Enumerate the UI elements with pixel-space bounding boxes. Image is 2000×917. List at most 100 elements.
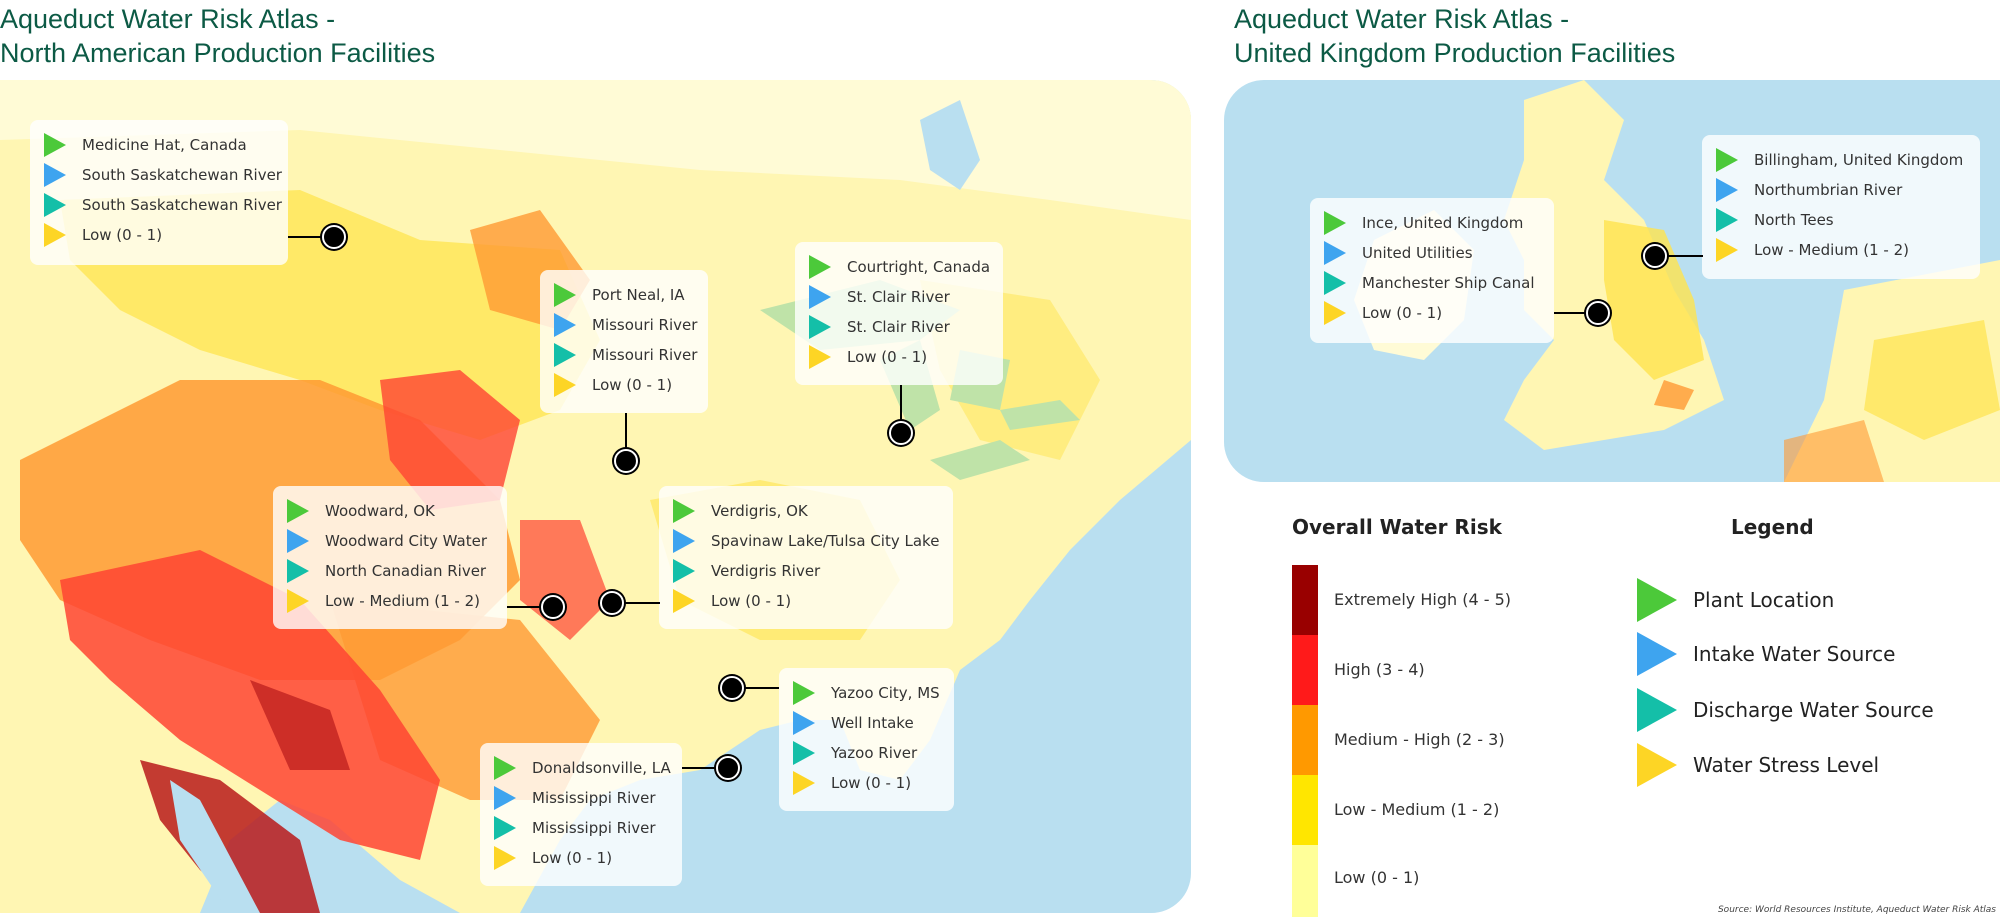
facility-pin-woodward[interactable] — [541, 595, 565, 619]
plant-location-icon — [1324, 211, 1346, 235]
discharge-row: Manchester Ship Canal — [1324, 268, 1540, 298]
discharge-water-icon — [494, 816, 516, 840]
intake-water-icon — [494, 786, 516, 810]
discharge-source: Verdigris River — [711, 562, 821, 580]
discharge-row: South Saskatchewan River — [44, 190, 282, 220]
facility-pin-medicine-hat[interactable] — [322, 225, 346, 249]
plant-location-icon — [44, 133, 66, 157]
plant-name: Woodward, OK — [325, 502, 435, 520]
legend-label-intake: Intake Water Source — [1693, 642, 1896, 666]
connector-line — [682, 767, 718, 769]
intake-water-icon — [793, 711, 815, 735]
legend-item-discharge: Discharge Water Source — [1637, 688, 1934, 732]
plant-name: Courtright, Canada — [847, 258, 991, 276]
discharge-row: St. Clair River — [809, 312, 989, 342]
plant-row: Courtright, Canada — [809, 252, 991, 282]
discharge-water-icon — [673, 559, 695, 583]
facility-card-courtright: Courtright, Canada St. Clair River St. C… — [795, 242, 1003, 385]
intake-water-icon — [809, 285, 831, 309]
plant-name: Medicine Hat, Canada — [82, 136, 247, 154]
discharge-row: North Canadian River — [287, 556, 493, 586]
plant-location-icon — [287, 499, 309, 523]
legend-title: Legend — [1731, 515, 1814, 539]
discharge-water-icon — [44, 193, 66, 217]
plant-name: Billingham, United Kingdom — [1754, 151, 1964, 169]
plant-location-icon — [793, 681, 815, 705]
intake-row: South Saskatchewan River — [44, 160, 282, 190]
risk-scale: Extremely High (4 - 5) High (3 - 4) Medi… — [1292, 565, 1592, 917]
water-stress-icon — [1324, 301, 1346, 325]
risk-label-medium-high: Medium - High (2 - 3) — [1334, 730, 1505, 749]
risk-label-extremely-high: Extremely High (4 - 5) — [1334, 590, 1511, 609]
stress-row: Low (0 - 1) — [809, 342, 989, 372]
water-stress-icon — [494, 846, 516, 870]
plant-row: Yazoo City, MS — [793, 678, 940, 708]
plant-location-icon — [1716, 148, 1738, 172]
risk-swatch-medium-high — [1292, 705, 1318, 775]
plant-name: Donaldsonville, LA — [532, 759, 671, 777]
plant-row: Port Neal, IA — [554, 280, 694, 310]
intake-source: South Saskatchewan River — [82, 166, 282, 184]
legend-label-discharge: Discharge Water Source — [1693, 698, 1934, 722]
stress-level: Low (0 - 1) — [592, 376, 673, 394]
intake-row: United Utilities — [1324, 238, 1540, 268]
intake-source: Woodward City Water — [325, 532, 487, 550]
plant-location-icon — [673, 499, 695, 523]
plant-row: Billingham, United Kingdom — [1716, 145, 1966, 175]
plant-row: Woodward, OK — [287, 496, 493, 526]
stress-level: Low (0 - 1) — [82, 226, 163, 244]
connector-line — [624, 602, 660, 604]
facility-card-verdigris: Verdigris, OK Spavinaw Lake/Tulsa City L… — [659, 486, 953, 629]
discharge-source: Mississippi River — [532, 819, 656, 837]
plant-name: Yazoo City, MS — [831, 684, 940, 702]
facility-pin-donaldsonville[interactable] — [716, 756, 740, 780]
risk-swatch-extremely-high — [1292, 565, 1318, 635]
stress-row: Low (0 - 1) — [673, 586, 939, 616]
source-credit: Source: World Resources Institute, Aqued… — [1717, 905, 1996, 915]
discharge-source: Missouri River — [592, 346, 698, 364]
facility-card-woodward: Woodward, OK Woodward City Water North C… — [273, 486, 507, 629]
discharge-water-icon — [1716, 208, 1738, 232]
intake-source: Northumbrian River — [1754, 181, 1903, 199]
intake-row: Well Intake — [793, 708, 940, 738]
legend-label-plant: Plant Location — [1693, 588, 1835, 612]
intake-source: Spavinaw Lake/Tulsa City Lake — [711, 532, 940, 550]
facility-pin-courtright[interactable] — [889, 421, 913, 445]
connector-line — [507, 606, 543, 608]
facility-card-donaldsonville: Donaldsonville, LA Mississippi River Mis… — [480, 743, 682, 886]
discharge-source: St. Clair River — [847, 318, 950, 336]
facility-pin-yazoo[interactable] — [720, 676, 744, 700]
water-stress-icon — [809, 345, 831, 369]
facility-pin-verdigris[interactable] — [600, 591, 624, 615]
stress-row: Low - Medium (1 - 2) — [1716, 235, 1966, 265]
discharge-water-icon — [793, 741, 815, 765]
intake-row: St. Clair River — [809, 282, 989, 312]
facility-pin-port-neal[interactable] — [614, 449, 638, 473]
plant-row: Ince, United Kingdom — [1324, 208, 1540, 238]
discharge-source: South Saskatchewan River — [82, 196, 282, 214]
facility-pin-ince[interactable] — [1586, 301, 1610, 325]
facility-card-billingham: Billingham, United Kingdom Northumbrian … — [1702, 135, 1980, 279]
risk-label-low: Low (0 - 1) — [1334, 868, 1420, 887]
facility-card-yazoo: Yazoo City, MS Well Intake Yazoo River L… — [779, 668, 954, 811]
intake-source: Mississippi River — [532, 789, 656, 807]
facility-pin-billingham[interactable] — [1643, 244, 1667, 268]
intake-water-icon — [554, 313, 576, 337]
water-stress-icon — [554, 373, 576, 397]
uk-map-title: Aqueduct Water Risk Atlas - United Kingd… — [1234, 2, 1675, 70]
water-stress-icon — [1637, 743, 1677, 787]
intake-water-icon — [1716, 178, 1738, 202]
stress-level: Low (0 - 1) — [1362, 304, 1443, 322]
risk-swatch-low — [1292, 845, 1318, 917]
discharge-source: North Canadian River — [325, 562, 487, 580]
stress-level: Low (0 - 1) — [831, 774, 912, 792]
risk-label-high: High (3 - 4) — [1334, 660, 1425, 679]
plant-row: Donaldsonville, LA — [494, 753, 671, 783]
discharge-row: Missouri River — [554, 340, 698, 370]
intake-row: Missouri River — [554, 310, 697, 340]
plant-row: Medicine Hat, Canada — [44, 130, 274, 160]
stress-row: Low (0 - 1) — [1324, 298, 1540, 328]
water-stress-icon — [673, 589, 695, 613]
intake-row: Mississippi River — [494, 783, 668, 813]
plant-location-icon — [554, 283, 576, 307]
